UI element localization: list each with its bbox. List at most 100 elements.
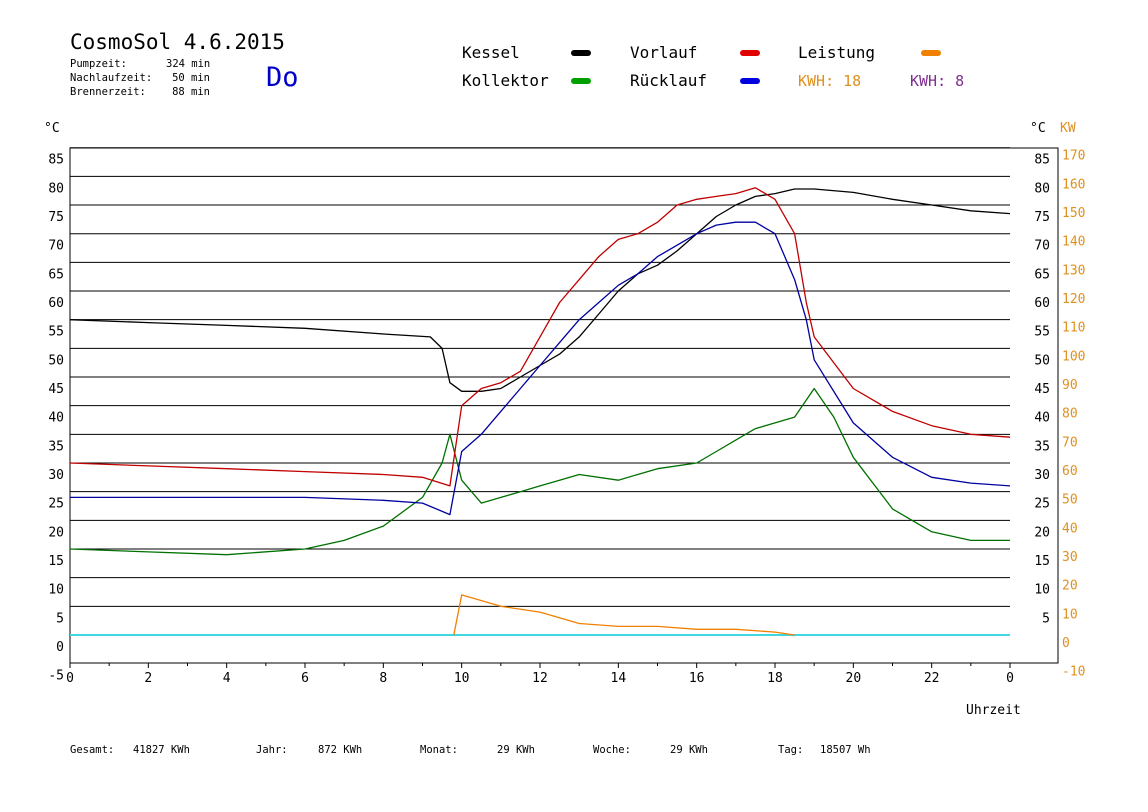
y-tick-label-right-temp: 80 xyxy=(1034,181,1050,196)
x-tick-label: 14 xyxy=(611,671,627,686)
y-tick-label-left: 35 xyxy=(48,439,64,454)
legend-vorlauf-label: Vorlauf xyxy=(630,43,698,62)
footer-jahr-label: Jahr: xyxy=(256,744,288,756)
series-ruecklauf xyxy=(70,221,1011,516)
stat-pumpzeit: Pumpzeit: 324 min xyxy=(70,58,210,70)
legend-vorlauf-swatch xyxy=(740,50,760,56)
x-tick-label: 0 xyxy=(1006,671,1014,686)
stat-nachlaufzeit: Nachlaufzeit: 50 min xyxy=(70,72,210,84)
x-tick-label: 0 xyxy=(66,671,74,686)
y-tick-label-right-temp: 40 xyxy=(1034,411,1050,426)
legend-ruecklauf-label: Rücklauf xyxy=(630,71,708,90)
y-unit-left: °C xyxy=(44,121,60,136)
y-tick-label-right-power: 50 xyxy=(1062,493,1078,508)
y-tick-label-left: 45 xyxy=(48,382,64,397)
x-tick-label: 20 xyxy=(846,671,862,686)
series-leistung xyxy=(453,594,795,636)
y-tick-label-right-temp: 75 xyxy=(1034,210,1050,225)
legend-kessel-label: Kessel xyxy=(462,43,520,62)
y-tick-label-right-temp: 85 xyxy=(1034,153,1050,168)
x-tick-label: 18 xyxy=(767,671,783,686)
y-tick-label-left: -5 xyxy=(48,669,64,684)
y-tick-label-left: 25 xyxy=(48,497,64,512)
y-tick-label-right-power: 70 xyxy=(1062,435,1078,450)
stat-value: 324 min xyxy=(166,58,211,70)
y-tick-label-left: 60 xyxy=(48,296,64,311)
y-tick-label-right-power: 110 xyxy=(1062,321,1085,336)
stat-label: Pumpzeit: xyxy=(70,58,127,70)
x-tick-label: 22 xyxy=(924,671,940,686)
y-tick-label-right-power: -10 xyxy=(1062,665,1085,680)
y-unit-right-power: KW xyxy=(1060,121,1076,136)
y-tick-label-left: 55 xyxy=(48,325,64,340)
y-tick-label-left: 70 xyxy=(48,239,64,254)
footer-jahr-value: 872 KWh xyxy=(318,744,363,756)
y-tick-label-right-power: 80 xyxy=(1062,407,1078,422)
axis-ticks: 8580757065605550454035302520151050-58580… xyxy=(48,149,1085,686)
y-tick-label-right-power: 100 xyxy=(1062,349,1085,364)
footer-tag-value: 18507 Wh xyxy=(820,744,871,756)
y-tick-label-right-power: 120 xyxy=(1062,292,1085,307)
y-tick-label-right-power: 60 xyxy=(1062,464,1078,479)
legend-kessel-swatch xyxy=(571,50,591,56)
weekday-label: Do xyxy=(266,62,299,93)
y-tick-label-right-temp: 10 xyxy=(1034,583,1050,598)
footer-gesamt-label: Gesamt: xyxy=(70,744,115,756)
stat-label: Brennerzeit: xyxy=(70,86,146,98)
x-tick-label: 6 xyxy=(301,671,309,686)
y-tick-label-right-temp: 30 xyxy=(1034,468,1050,483)
footer-tag-label: Tag: xyxy=(778,744,804,756)
y-tick-label-right-temp: 60 xyxy=(1034,296,1050,311)
y-tick-label-right-power: 20 xyxy=(1062,579,1078,594)
y-tick-label-left: 30 xyxy=(48,468,64,483)
y-tick-label-left: 15 xyxy=(48,554,64,569)
series-kollektor xyxy=(69,387,1010,556)
y-tick-label-right-power: 40 xyxy=(1062,521,1078,536)
footer-monat-value: 29 KWh xyxy=(497,744,535,756)
footer-woche-label: Woche: xyxy=(593,744,631,756)
stat-value: 88 min xyxy=(172,86,210,98)
legend-ruecklauf-swatch xyxy=(740,78,760,84)
y-tick-label-right-temp: 55 xyxy=(1034,325,1050,340)
x-axis-label: Uhrzeit xyxy=(966,703,1021,718)
y-tick-label-left: 85 xyxy=(48,153,64,168)
y-tick-label-left: 50 xyxy=(48,353,64,368)
y-tick-label-right-temp: 5 xyxy=(1042,611,1050,626)
y-tick-label-right-power: 150 xyxy=(1062,206,1085,221)
y-tick-label-left: 75 xyxy=(48,210,64,225)
y-tick-label-right-temp: 50 xyxy=(1034,353,1050,368)
y-tick-label-right-temp: 20 xyxy=(1034,525,1050,540)
chart-title: CosmoSol 4.6.2015 xyxy=(70,30,285,54)
y-tick-label-left: 0 xyxy=(56,640,64,655)
series-vorlauf xyxy=(69,187,1011,487)
y-tick-label-right-temp: 15 xyxy=(1034,554,1050,569)
y-tick-label-left: 65 xyxy=(48,267,64,282)
x-tick-label: 4 xyxy=(223,671,231,686)
y-tick-label-left: 10 xyxy=(48,583,64,598)
y-tick-label-right-temp: 70 xyxy=(1034,239,1050,254)
y-tick-label-right-temp: 35 xyxy=(1034,439,1050,454)
legend-leistung-label: Leistung xyxy=(798,43,876,62)
kwh-solar: KWH: 18 xyxy=(798,72,862,90)
y-tick-label-right-temp: 25 xyxy=(1034,497,1050,512)
y-tick-label-left: 80 xyxy=(48,181,64,196)
footer-monat-label: Monat: xyxy=(420,744,458,756)
grid-lines xyxy=(69,147,1059,664)
y-tick-label-right-power: 10 xyxy=(1062,607,1078,622)
y-tick-label-right-power: 140 xyxy=(1062,235,1085,250)
x-tick-label: 10 xyxy=(454,671,470,686)
legend-kollektor-label: Kollektor xyxy=(462,71,549,90)
legend-kollektor-swatch xyxy=(571,78,591,84)
y-tick-label-right-power: 90 xyxy=(1062,378,1078,393)
y-tick-label-left: 20 xyxy=(48,525,64,540)
y-tick-label-left: 40 xyxy=(48,411,64,426)
y-tick-label-right-power: 170 xyxy=(1062,149,1085,164)
series-kessel xyxy=(69,188,1011,392)
stat-brennerzeit: Brennerzeit: 88 min xyxy=(70,86,210,98)
series-lines xyxy=(69,187,1011,636)
x-tick-label: 12 xyxy=(532,671,548,686)
legend-leistung-swatch xyxy=(921,50,941,56)
x-tick-label: 2 xyxy=(144,671,152,686)
stat-label: Nachlaufzeit: xyxy=(70,72,153,84)
x-tick-label: 16 xyxy=(689,671,705,686)
